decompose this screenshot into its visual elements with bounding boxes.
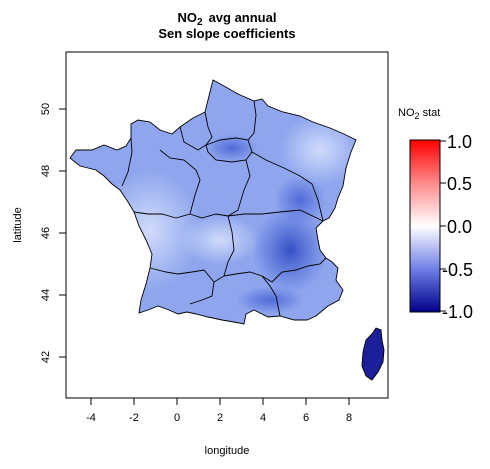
border-ara-paca [271, 257, 327, 283]
x-tick-label: 6 [303, 412, 309, 424]
legend-title-main: NO [398, 107, 415, 119]
x-tick-label: 2 [217, 412, 223, 424]
border-centre-naq [189, 213, 229, 219]
legend-tick-label: -1.0 [442, 302, 473, 322]
border-occ-paca [261, 275, 281, 317]
legend-colorbar [409, 139, 441, 313]
y-axis-ticks [59, 108, 66, 358]
x-tick-label: -4 [86, 412, 96, 424]
dark-northeast [274, 176, 326, 224]
y-tick-label: 44 [40, 289, 52, 301]
chart-title-line1: NO2 avg annual [178, 10, 277, 28]
border-normandy-centre [179, 126, 207, 151]
dark-south [236, 286, 304, 314]
x-axis-label: longitude [205, 445, 250, 457]
border-bfc-ara [227, 209, 324, 222]
y-tick-label: 42 [40, 351, 52, 363]
legend-tick-label: 0.0 [447, 217, 472, 237]
y-tick-label: 48 [40, 165, 52, 177]
x-tick-label: -2 [129, 412, 139, 424]
legend-title: NO2 stat [398, 107, 440, 121]
title-line1-rest: avg annual [209, 10, 277, 25]
region-borders [121, 100, 327, 317]
chart-title-line2: Sen slope coefficients [158, 26, 295, 41]
dark-paris [206, 134, 258, 162]
border-naq-ara [213, 215, 235, 283]
legend-title-sub: 2 [415, 111, 420, 121]
legend-tick-label: 0.5 [447, 174, 472, 194]
legend-tick-label: -0.5 [442, 260, 473, 280]
legend-title-rest: stat [420, 107, 441, 119]
border-brittany [121, 137, 133, 187]
border-ara-occ [223, 271, 273, 283]
x-tick-label: 8 [346, 412, 352, 424]
x-tick-label: 4 [260, 412, 266, 424]
border-pdl-centre [159, 149, 201, 219]
border-bfc-east [251, 151, 324, 222]
dark-rhone [252, 206, 328, 294]
x-axis-ticks [90, 398, 350, 405]
title-subscript: 2 [197, 17, 203, 28]
border-centre-bfc [227, 159, 251, 217]
border-hdf-east [247, 100, 257, 141]
y-axis-label: latitude [12, 207, 24, 242]
border-normandy-hdf [204, 111, 213, 146]
x-tick-label: 0 [174, 412, 180, 424]
y-tick-label: 50 [40, 103, 52, 115]
legend-ticks [440, 140, 446, 312]
border-naq-occ [149, 267, 215, 305]
legend-tick-label: 1.0 [447, 132, 472, 152]
corsica [361, 327, 385, 381]
y-tick-label: 46 [40, 227, 52, 239]
title-pollutant: NO [178, 10, 198, 25]
border-pdl-naq [133, 211, 177, 219]
border-idf [205, 137, 253, 163]
light-center [180, 215, 260, 265]
